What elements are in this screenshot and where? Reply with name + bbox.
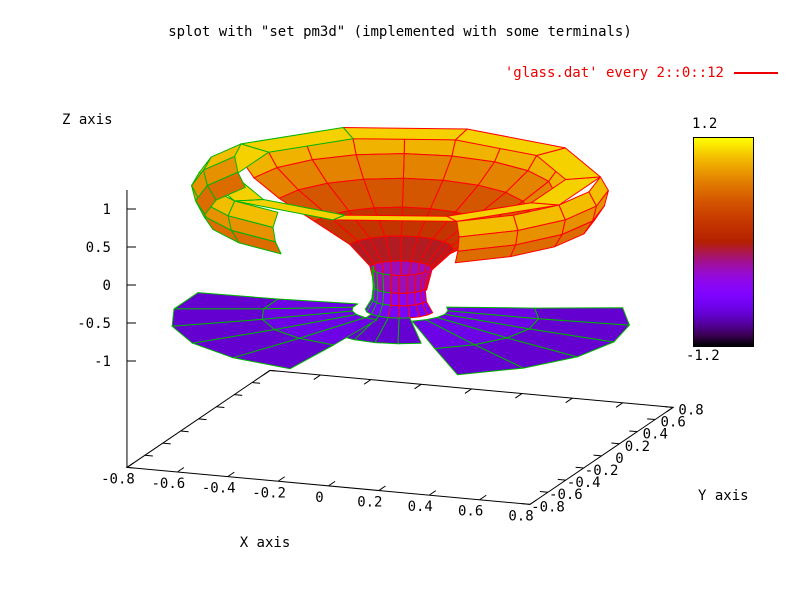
y-tick-mirror [162,442,171,445]
x-tick-label: 0.8 [508,508,533,524]
x-axis-title: X axis [239,535,291,551]
y-axis-title: Y axis [698,488,749,504]
stem-right-quad [398,292,409,307]
x-tick [428,490,437,496]
colorbar-gradient [693,137,754,347]
rim-ring-right-quad [342,127,468,141]
x-tick-label: -0.8 [101,471,135,487]
z-tick-label: 0.5 [86,240,111,256]
bowl-interior-quad [402,153,453,181]
z-tick-label: -1 [94,354,111,370]
x-tick-mirror [263,370,271,376]
rim-ring-right-quad [332,214,458,222]
colorbar-max-label: 1.2 [692,116,718,132]
y-tick-label: 0.6 [661,415,686,431]
y-tick-mirror [198,418,207,421]
x-tick [177,467,185,473]
x-tick-label: -0.4 [202,481,236,497]
stem-right-quad [407,291,417,307]
x-tick-label: 0.2 [357,495,382,511]
y-tick [593,454,602,457]
x-tick [479,494,487,501]
y-tick [647,418,656,421]
bowl-interior-quad [352,136,405,156]
x-tick [126,462,134,468]
base-wing-left-quad [173,292,279,310]
y-tick-label: -0.4 [567,475,601,491]
z-axis-title: Z axis [62,112,113,128]
legend-label: 'glass.dat' every 2::0::12 [504,65,724,81]
rim-ring-left-quad [234,199,346,221]
x-tick-label: 0.6 [458,504,483,520]
base-wing-left-quad [232,337,335,370]
x-tick-mirror [515,393,523,399]
x-tick [277,476,285,482]
y-tick-label: -0.8 [531,499,565,515]
y-tick-label: 0.8 [678,402,703,418]
x-tick-mirror [615,402,623,408]
base-skirt-quad [397,317,422,345]
y-tick [664,406,674,408]
y-tick-label: -0.6 [549,487,583,503]
stem-left-quad [382,291,392,306]
y-tick-label: 0.2 [625,439,650,455]
y-tick-mirror [252,382,261,384]
rim-band-left-quad [230,229,282,255]
base-wing-right-quad [534,307,630,326]
x-tick-label: 0.4 [408,499,433,515]
stem-right-quad [390,292,400,307]
stem-right-quad [398,274,409,294]
x-tick-mirror [363,379,372,385]
legend: 'glass.dat' every 2::0::12 [505,65,778,81]
y-tick [575,466,584,469]
y-tick-label: 0.4 [643,427,668,443]
y-tick-mirror [216,406,225,408]
y-tick-mirror [144,454,153,457]
y-tick-label: -0.2 [585,463,619,479]
y-tick-mirror [234,394,243,396]
stem-right-quad [421,301,434,316]
stem-right-quad [420,288,427,304]
x-tick-mirror [565,397,573,404]
colorbar-min-label: -1.2 [686,348,720,364]
stem-right-quad [387,304,400,319]
x-tick [378,485,386,491]
rim-band-right-quad [583,205,605,235]
y-tick [611,442,620,445]
y-tick [521,503,531,505]
x-tick-mirror [464,388,472,394]
y-tick-mirror [269,369,279,372]
x-tick-mirror [666,406,674,413]
legend-line-sample [734,72,778,74]
stem-right-quad [390,274,400,294]
y-tick [629,430,638,433]
stem-right-quad [407,273,417,294]
z-tick-label: 0 [103,278,111,294]
x-tick-mirror [313,374,321,380]
x-tick-mirror [414,383,422,390]
x-tick [227,471,235,478]
x-tick-label: -0.2 [252,485,286,501]
stem-left-quad [382,273,392,294]
x-tick-label: 0 [315,490,323,506]
plot-title: splot with "set pm3d" (implemented with … [168,24,632,40]
x-tick [328,480,336,487]
x-tick [529,499,537,505]
y-tick-mirror [180,430,189,433]
y-tick [557,478,566,481]
y-tick [539,491,548,493]
z-tick-label: 1 [103,202,111,218]
y-tick-label: 0 [615,451,623,467]
stem-right-quad [420,270,427,292]
x-tick-label: -0.6 [151,476,185,492]
bowl-interior-quad [355,153,405,180]
y-tick-mirror [126,466,136,469]
z-tick-label: -0.5 [77,316,111,332]
